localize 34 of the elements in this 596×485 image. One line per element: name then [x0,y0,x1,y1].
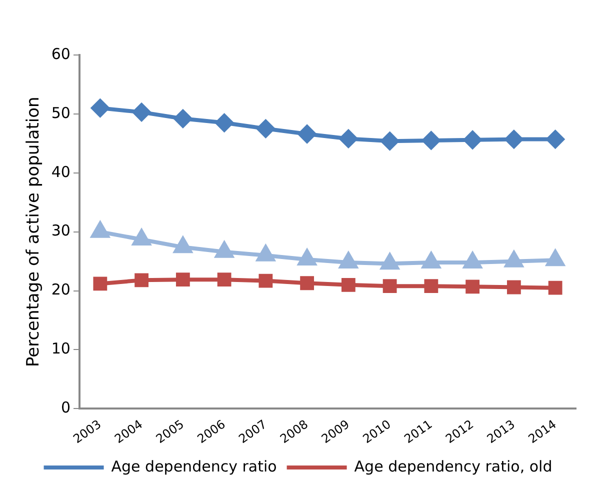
point [506,280,521,294]
point [174,110,192,128]
point [466,280,480,294]
y-tick-label: 50 [51,104,70,122]
point [215,114,234,132]
point [339,130,358,148]
point [132,103,151,122]
legend-label: Age dependency ratio [111,457,277,476]
point [258,274,273,288]
point [256,120,275,138]
point [91,99,110,118]
point [176,272,190,287]
point [464,130,482,149]
y-axis-title: Percentage of active population [24,96,44,368]
y-tick-label: 60 [51,44,70,63]
point [341,278,356,292]
point [546,130,564,148]
point [93,276,108,291]
y-tick-label: 40 [51,162,70,181]
y-tick-label: 30 [51,222,70,240]
point [298,124,316,143]
point [217,272,232,287]
point [382,279,397,294]
point [422,131,440,150]
y-tick-label: 0 [60,398,70,417]
y-tick-label: 10 [51,340,70,358]
point [504,130,523,148]
point [300,276,314,290]
point [548,280,562,295]
point [424,279,438,294]
legend-label: Age dependency ratio, old [354,457,552,476]
point [380,132,399,150]
y-tick-label: 20 [51,280,70,299]
point [134,273,148,288]
